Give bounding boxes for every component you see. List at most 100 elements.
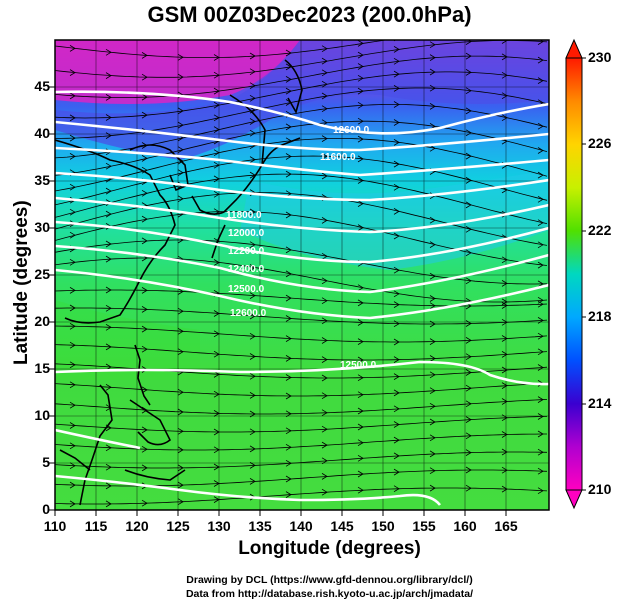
streamline-arrow <box>465 384 472 392</box>
streamline-arrow <box>213 410 220 417</box>
streamline-arrow <box>249 156 256 163</box>
streamline-arrow <box>105 363 112 371</box>
streamline-arrow <box>213 149 220 157</box>
streamline-arrow <box>357 356 364 364</box>
streamline-arrow <box>249 208 256 216</box>
streamline-arrow <box>429 338 436 345</box>
streamline-arrow <box>357 374 364 382</box>
streamline-arrow <box>357 155 364 163</box>
streamline <box>55 138 548 192</box>
streamline-arrow <box>357 284 364 292</box>
streamline-arrow <box>357 117 364 125</box>
streamline-arrow <box>321 69 328 77</box>
streamline-arrow <box>321 457 328 465</box>
streamline-arrow <box>393 421 400 428</box>
streamline-arrow <box>285 270 292 278</box>
streamline-arrow <box>249 52 256 60</box>
streamline-arrow <box>501 186 508 194</box>
streamline-arrow <box>537 413 544 420</box>
streamline-arrow <box>285 87 292 95</box>
streamline-arrow <box>249 129 256 137</box>
streamline-arrow <box>537 317 544 324</box>
streamline-arrow <box>105 463 112 471</box>
streamline-arrow <box>69 287 76 294</box>
streamline-arrow <box>249 478 256 485</box>
streamline-arrow <box>213 114 220 122</box>
streamline-arrow <box>465 416 472 423</box>
streamline-arrow <box>465 400 472 408</box>
streamline <box>55 55 548 98</box>
streamline-arrow <box>465 52 472 60</box>
streamline <box>55 487 548 505</box>
streamline <box>55 382 548 397</box>
credit-drawing: Drawing by DCL (https://www.gfd-dennou.o… <box>186 574 473 586</box>
streamline-arrow <box>249 118 256 125</box>
x-tick-label: 130 <box>207 518 231 534</box>
streamline-arrow <box>141 93 148 101</box>
streamline-arrow <box>465 466 472 474</box>
streamline-arrow <box>69 92 76 100</box>
streamline-arrow <box>285 355 292 362</box>
x-axis-label: Longitude (degrees) <box>238 538 421 559</box>
streamline-arrow <box>501 318 508 326</box>
streamline <box>55 239 548 285</box>
streamline-arrow <box>321 317 328 325</box>
x-tick-label: 150 <box>371 518 395 534</box>
streamline-arrow <box>141 155 148 162</box>
y-tick-label: 15 <box>34 360 50 376</box>
streamline-arrow <box>537 332 544 340</box>
streamline-arrow <box>537 122 544 130</box>
streamline-arrow <box>321 105 328 113</box>
streamline-arrow <box>285 374 292 381</box>
contour-label: 12400.0 <box>228 264 265 275</box>
streamline-arrow <box>213 87 220 95</box>
streamline-arrow <box>249 82 256 90</box>
streamline-arrow <box>285 294 292 302</box>
streamline-arrow <box>537 348 544 356</box>
streamline-arrow <box>69 114 76 122</box>
streamline <box>55 40 548 78</box>
streamline-arrow <box>141 426 148 434</box>
streamline-arrow <box>105 444 112 452</box>
streamline <box>55 289 548 307</box>
streamline <box>55 40 389 58</box>
streamline-arrow <box>357 454 364 462</box>
streamline-arrow <box>213 330 220 338</box>
streamline-arrow <box>141 386 148 394</box>
streamline-arrow <box>357 439 364 447</box>
x-tick-label: 165 <box>494 518 518 534</box>
streamline-arrow <box>177 498 184 506</box>
streamline-arrow <box>357 299 364 307</box>
streamline-arrow <box>69 134 76 142</box>
streamline-arrow <box>285 410 292 418</box>
streamline-arrow <box>177 121 184 129</box>
streamline-arrow <box>393 405 400 413</box>
contour-label: 11600.0 <box>320 152 356 163</box>
streamline-arrow <box>537 241 544 249</box>
streamline-arrow <box>357 40 364 47</box>
contour-label: 12200.0 <box>228 246 265 257</box>
streamline-arrow <box>321 252 328 260</box>
streamline-arrow <box>321 80 328 88</box>
colorbar-tick-label: 214 <box>588 395 612 411</box>
streamline-arrow <box>465 177 472 184</box>
streamline-arrow <box>69 401 76 409</box>
streamline-arrow <box>213 175 220 183</box>
credit-data-source: Data from http://database.rish.kyoto-u.a… <box>185 588 474 600</box>
streamline-arrow <box>249 353 256 360</box>
streamline-arrow <box>69 462 76 470</box>
streamline-arrow <box>321 409 328 417</box>
streamline-arrow <box>537 300 544 308</box>
streamline-arrow <box>501 431 508 438</box>
streamline-arrow <box>213 310 220 317</box>
streamline-arrow <box>249 332 256 340</box>
streamline-arrow <box>105 162 112 170</box>
streamline-arrow <box>357 177 364 184</box>
streamline-arrow <box>537 487 544 495</box>
streamline-arrow <box>141 237 148 245</box>
streamline-arrow <box>69 258 76 266</box>
streamline-arrow <box>249 94 256 102</box>
streamline-arrow <box>429 241 436 248</box>
streamline-arrow <box>321 337 328 344</box>
streamline-arrow <box>213 259 220 266</box>
